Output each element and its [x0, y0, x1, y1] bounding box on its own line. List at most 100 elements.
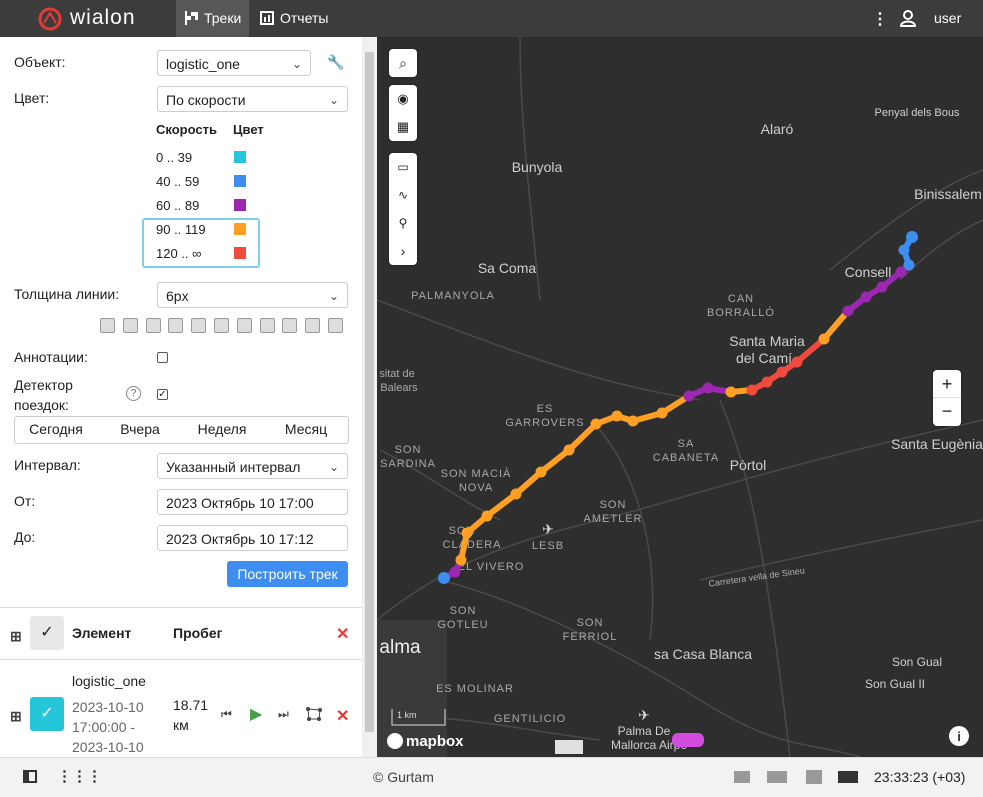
period-button[interactable]: Вчера	[120, 421, 160, 437]
play-button[interactable]: ▶	[250, 706, 263, 723]
map-label: SON MACIÀ	[441, 467, 512, 480]
track-name: logistic_one	[72, 673, 146, 689]
map-label: ES	[537, 403, 554, 415]
to-input[interactable]: 2023 Октябрь 10 17:12	[157, 525, 348, 551]
annotation-icon[interactable]	[214, 318, 229, 333]
interval-select[interactable]: Указанный интервал ⌄	[157, 453, 348, 479]
input-value: 2023 Октябрь 10 17:12	[166, 531, 314, 547]
menu-dots[interactable]: ⋮	[872, 11, 888, 28]
divider	[0, 607, 362, 608]
period-button[interactable]: Неделя	[197, 421, 247, 437]
track-point	[898, 244, 910, 256]
tab-reports[interactable]: Отчеты	[254, 0, 336, 37]
user-name[interactable]: user	[934, 10, 962, 26]
image-icon[interactable]	[806, 770, 822, 784]
visibility-button[interactable]: ◉	[397, 91, 409, 106]
map-label: Consell	[845, 264, 892, 280]
panel-toggle[interactable]	[23, 770, 37, 783]
speed-header: Скорость	[156, 122, 217, 137]
object-select[interactable]: logistic_one ⌄	[157, 50, 311, 76]
expand-row[interactable]: ⊞	[10, 708, 22, 724]
mail-icon[interactable]	[734, 771, 750, 783]
rewind-button[interactable]: ⏮	[221, 707, 232, 721]
more-button[interactable]: ›	[400, 243, 406, 259]
annotation-icon[interactable]	[191, 318, 207, 333]
ruler-button[interactable]: ▭	[397, 160, 409, 174]
track-point	[903, 259, 915, 271]
map-label: Pòrtol	[730, 457, 767, 473]
delete-all[interactable]: ✕	[336, 626, 350, 643]
map-label: Santa Eugènia	[891, 436, 983, 452]
input-value: 2023 Октябрь 10 17:00	[166, 495, 314, 511]
user-icon	[900, 10, 917, 27]
annotation-icon[interactable]	[282, 318, 298, 333]
annotation-icon[interactable]	[259, 318, 275, 333]
tab-label: Треки	[204, 10, 242, 26]
map-type-button[interactable]: ▦	[396, 119, 410, 134]
track-segment	[794, 336, 827, 365]
tools-group: ▭ ∿ ⚲ ›	[389, 153, 417, 265]
delete-row[interactable]: ✕	[336, 708, 350, 725]
annotation-icon[interactable]	[168, 318, 184, 333]
route-icon[interactable]	[305, 706, 323, 722]
annotation-icon[interactable]	[328, 318, 343, 333]
speed-range: 60 .. 89	[156, 198, 200, 213]
map[interactable]: Alaró Penyal dels Bous Bunyola Binissalem Sa…	[377, 37, 983, 757]
build-button[interactable]: Построить трек	[227, 561, 348, 587]
row-checkbox[interactable]: ✓	[30, 697, 64, 731]
speed-range: 90 .. 119	[156, 222, 206, 237]
forward-button[interactable]: ⏭	[278, 707, 289, 721]
annotation-icon[interactable]	[236, 318, 252, 333]
arrow: ⌄	[328, 93, 339, 107]
annotation-icon[interactable]	[100, 318, 115, 333]
trip-detector-checkbox[interactable]: ✓	[157, 389, 168, 400]
track-start	[438, 572, 450, 584]
map-label: sitat de	[379, 368, 414, 380]
zoom-in[interactable]: +	[933, 370, 961, 398]
apps-button[interactable]: ⋮⋮⋮	[57, 768, 102, 785]
unit-icon[interactable]	[672, 733, 704, 747]
period-button[interactable]: Сегодня	[29, 421, 83, 437]
points-button[interactable]: ⚲	[398, 216, 408, 230]
speed-range: 120 .. ∞	[156, 246, 202, 261]
track	[438, 231, 918, 584]
map-label: Penyal dels Bous	[875, 107, 960, 119]
roads	[377, 37, 983, 757]
send-icon[interactable]	[767, 771, 787, 783]
log-icon[interactable]	[838, 771, 858, 783]
period-button[interactable]: Месяц	[284, 421, 328, 437]
map-label: Binissalem	[914, 186, 982, 202]
search-button[interactable]: ⌕	[389, 49, 417, 77]
map-label: CLADERA	[443, 539, 502, 551]
annotation-icon[interactable]	[305, 318, 321, 333]
annotations-checkbox[interactable]	[157, 352, 168, 363]
zoom-group: + −	[933, 370, 961, 426]
from-label: От:	[14, 493, 36, 509]
select-all[interactable]: ✓	[30, 616, 64, 650]
route-button[interactable]: ∿	[397, 188, 409, 202]
scale-label: 1 km	[397, 710, 417, 720]
track-point	[461, 527, 473, 539]
track-point	[776, 366, 788, 378]
flag-icon	[185, 11, 198, 25]
help-icon[interactable]: ?	[126, 386, 141, 401]
select-value: logistic_one	[166, 56, 240, 72]
track-segment	[513, 469, 544, 497]
line-width-select[interactable]: 6px ⌄	[157, 282, 348, 308]
annotation-icon[interactable]	[122, 318, 138, 333]
wrench-icon[interactable]: 🔧	[327, 54, 345, 70]
truck-icon[interactable]	[555, 740, 583, 754]
scroll-thumb[interactable]	[365, 52, 374, 732]
header: wialon Треки Отчеты ⋮ user	[0, 0, 983, 37]
tab-label: Отчеты	[280, 10, 329, 26]
info-button[interactable]	[949, 726, 969, 746]
track-mileage: 18.71 км	[173, 697, 209, 733]
annotation-icon[interactable]	[145, 318, 161, 333]
expand-all[interactable]: ⊞	[10, 628, 22, 644]
element-header: Элемент	[72, 625, 132, 641]
from-input[interactable]: 2023 Октябрь 10 17:00	[157, 489, 348, 515]
zoom-out[interactable]: −	[941, 401, 953, 421]
color-select[interactable]: По скорости ⌄	[157, 86, 348, 112]
map-label: PALMANYOLA	[411, 290, 495, 302]
